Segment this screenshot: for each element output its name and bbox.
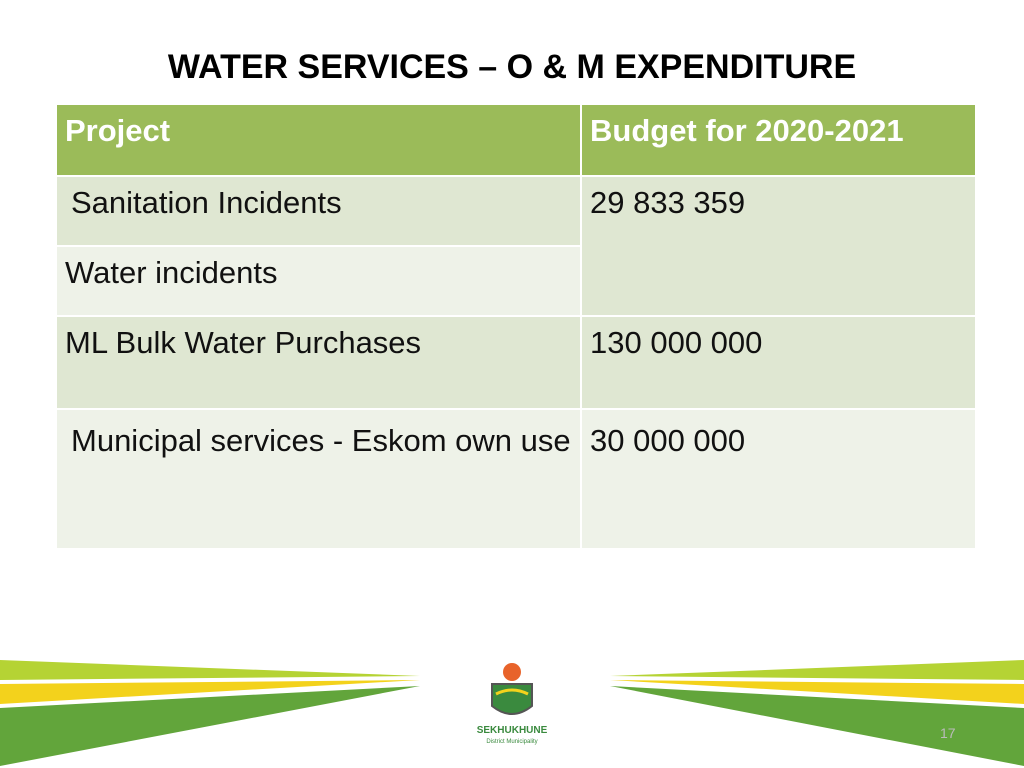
- cell: Municipal services - Eskom own use: [55, 408, 582, 550]
- stripe: [610, 686, 1024, 766]
- cell: 130 000 000: [580, 315, 977, 410]
- column-header: Budget for 2020-2021: [580, 103, 977, 177]
- cell: 30 000 000: [580, 408, 977, 550]
- logo-detail: [495, 688, 529, 696]
- logo-subtitle: District Municipality: [486, 739, 537, 745]
- cell: 29 833 359: [580, 175, 977, 317]
- stripe: [0, 660, 420, 680]
- cell: Sanitation Incidents: [55, 175, 582, 247]
- stripe: [610, 680, 1024, 704]
- logo-name: SEKHUKHUNE: [477, 725, 548, 736]
- page-number: 17: [940, 725, 956, 741]
- stripe: [0, 686, 420, 766]
- logo-sun: [503, 663, 521, 681]
- slide-title: WATER SERVICES – O & M EXPENDITURE: [167, 48, 857, 86]
- column-header: Project: [55, 103, 582, 177]
- stripe: [0, 680, 420, 704]
- stripe: [610, 660, 1024, 680]
- cell: Water incidents: [55, 245, 582, 317]
- cell: ML Bulk Water Purchases: [55, 315, 582, 410]
- table: Project Budget for 2020-2021 Sanitation …: [55, 103, 977, 550]
